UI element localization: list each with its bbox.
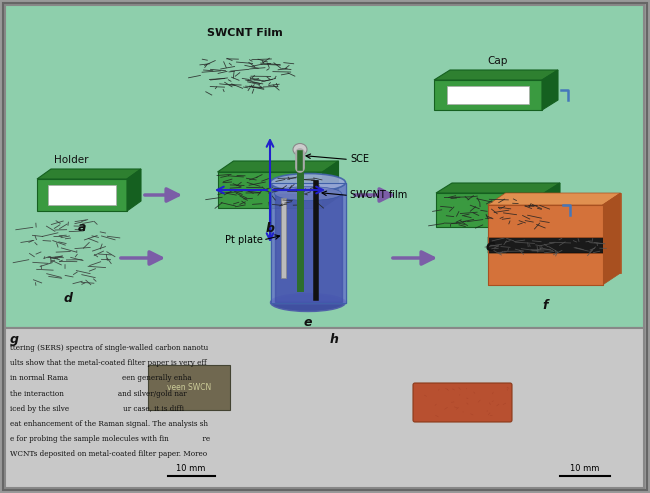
Bar <box>281 198 285 278</box>
Polygon shape <box>270 182 346 303</box>
Bar <box>148 365 230 410</box>
Text: Holder: Holder <box>54 155 88 165</box>
Text: the interaction                        and silver/gold nar: the interaction and silver/gold nar <box>10 389 187 397</box>
Bar <box>37 179 127 211</box>
Text: ttering (SERS) spectra of single-walled carbon nanotu: ttering (SERS) spectra of single-walled … <box>10 344 208 352</box>
Text: h: h <box>330 333 339 346</box>
Polygon shape <box>434 70 558 80</box>
Text: eat enhancement of the Raman signal. The analysis sh: eat enhancement of the Raman signal. The… <box>10 420 208 428</box>
Text: Pt plate: Pt plate <box>225 235 263 245</box>
Ellipse shape <box>274 186 341 201</box>
Bar <box>488 237 603 253</box>
Polygon shape <box>542 70 558 110</box>
Text: 10 mm: 10 mm <box>570 464 600 473</box>
Polygon shape <box>218 161 339 172</box>
Text: b: b <box>265 222 274 235</box>
Ellipse shape <box>293 143 307 155</box>
Bar <box>5 5 644 328</box>
Bar <box>48 185 116 205</box>
Text: WCNTs deposited on metal-coated filter paper. Moreo: WCNTs deposited on metal-coated filter p… <box>10 451 207 458</box>
Bar <box>488 205 603 285</box>
Bar <box>436 193 544 227</box>
Text: Cap: Cap <box>488 56 508 66</box>
Text: e: e <box>304 317 312 329</box>
Bar <box>434 80 542 110</box>
Bar <box>218 172 322 208</box>
Polygon shape <box>436 183 560 193</box>
Text: iced by the silve                        ur case, it is diffi: iced by the silve ur case, it is diffi <box>10 405 184 413</box>
Text: in normal Rama                        een generally enha: in normal Rama een generally enha <box>10 374 192 383</box>
Bar <box>5 328 644 488</box>
Polygon shape <box>506 193 621 273</box>
Polygon shape <box>488 193 621 205</box>
Ellipse shape <box>270 293 346 312</box>
Polygon shape <box>322 161 339 208</box>
Polygon shape <box>274 193 341 302</box>
Polygon shape <box>544 183 560 227</box>
Text: g: g <box>10 333 19 346</box>
Text: SCE: SCE <box>350 154 369 165</box>
Text: C: C <box>486 241 495 254</box>
Text: 10 mm: 10 mm <box>176 464 205 473</box>
Bar <box>488 205 603 237</box>
Text: veen SWCN: veen SWCN <box>167 383 211 391</box>
FancyBboxPatch shape <box>413 383 512 422</box>
Text: e for probing the sample molecules with fin               re: e for probing the sample molecules with … <box>10 435 210 443</box>
Polygon shape <box>37 169 141 179</box>
Text: a: a <box>78 221 86 234</box>
Text: f: f <box>542 299 548 312</box>
Polygon shape <box>127 169 141 211</box>
Text: ults show that the metal-coated filter paper is very eff: ults show that the metal-coated filter p… <box>10 359 207 367</box>
Bar <box>488 253 603 285</box>
Polygon shape <box>603 193 621 285</box>
Text: SWCNT Film: SWCNT Film <box>207 28 283 38</box>
Bar <box>447 86 529 104</box>
Ellipse shape <box>270 174 346 191</box>
Text: d: d <box>64 292 73 305</box>
Text: SWCNT film: SWCNT film <box>350 190 408 201</box>
